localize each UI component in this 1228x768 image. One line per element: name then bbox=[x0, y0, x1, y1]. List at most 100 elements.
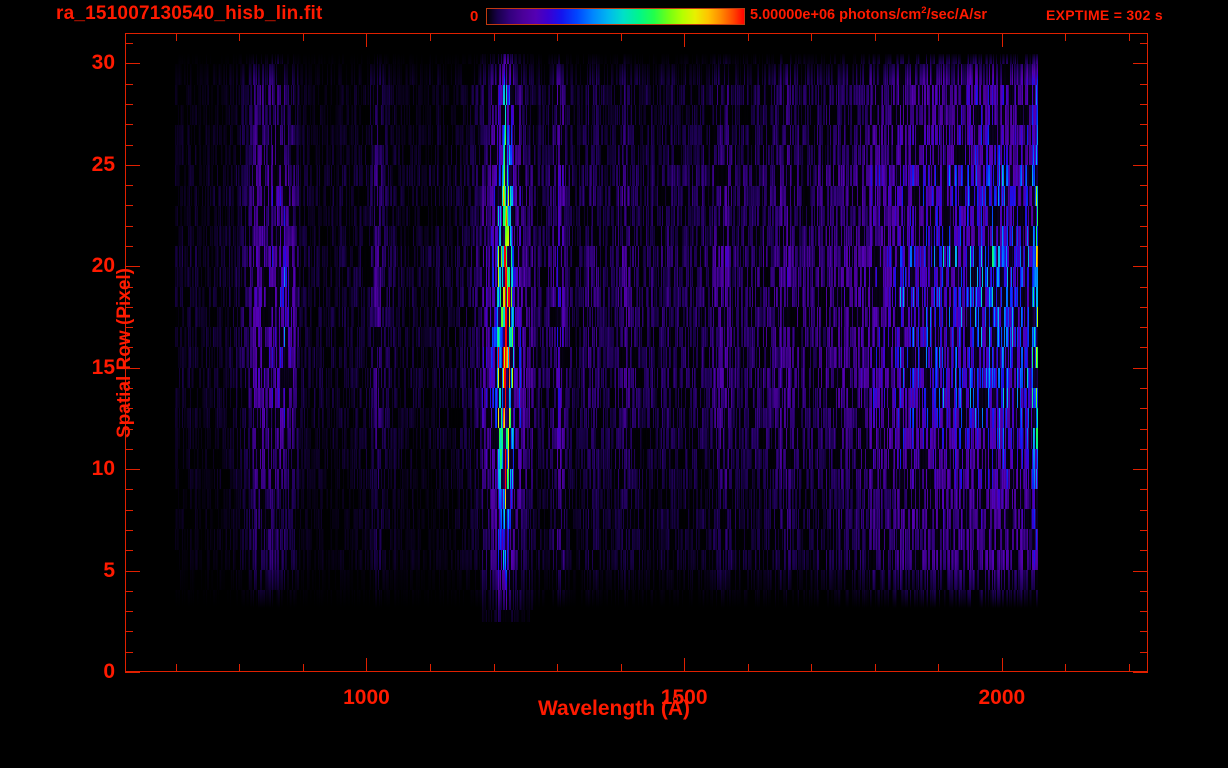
x-minor-tick bbox=[1065, 664, 1066, 672]
y-minor-tick bbox=[125, 429, 133, 430]
y-minor-tick-right bbox=[1140, 104, 1148, 105]
y-tick-label: 5 bbox=[103, 558, 115, 582]
y-major-tick bbox=[125, 63, 140, 64]
colorbar-units-pre: photons/cm bbox=[835, 7, 922, 23]
page-title: ra_151007130540_hisb_lin.fit bbox=[56, 3, 323, 24]
y-minor-tick bbox=[125, 145, 133, 146]
y-minor-tick bbox=[125, 347, 133, 348]
y-major-tick-right bbox=[1133, 266, 1148, 267]
colorbar-max-label: 5.00000e+06 photons/cm2/sec/A/sr bbox=[750, 5, 988, 23]
y-major-tick bbox=[125, 266, 140, 267]
x-minor-tick-top bbox=[430, 33, 431, 41]
y-minor-tick-right bbox=[1140, 347, 1148, 348]
y-minor-tick bbox=[125, 84, 133, 85]
y-major-tick bbox=[125, 368, 140, 369]
y-minor-tick bbox=[125, 205, 133, 206]
y-major-tick-right bbox=[1133, 165, 1148, 166]
y-minor-tick-right bbox=[1140, 307, 1148, 308]
y-tick-label: 15 bbox=[91, 355, 115, 379]
y-minor-tick-right bbox=[1140, 631, 1148, 632]
y-minor-tick bbox=[125, 185, 133, 186]
y-minor-tick bbox=[125, 287, 133, 288]
y-major-tick bbox=[125, 165, 140, 166]
x-minor-tick bbox=[494, 664, 495, 672]
y-major-tick-right bbox=[1133, 672, 1148, 673]
y-minor-tick-right bbox=[1140, 429, 1148, 430]
y-minor-tick-right bbox=[1140, 510, 1148, 511]
y-minor-tick bbox=[125, 489, 133, 490]
y-major-tick-right bbox=[1133, 571, 1148, 572]
y-tick-label: 20 bbox=[91, 254, 115, 278]
x-major-tick-top bbox=[1002, 33, 1003, 47]
y-minor-tick bbox=[125, 611, 133, 612]
y-tick-label: 25 bbox=[91, 152, 115, 176]
y-minor-tick bbox=[125, 307, 133, 308]
y-minor-tick-right bbox=[1140, 611, 1148, 612]
x-minor-tick-top bbox=[811, 33, 812, 41]
x-major-tick bbox=[366, 658, 367, 672]
y-minor-tick-right bbox=[1140, 449, 1148, 450]
spectrogram-canvas bbox=[126, 34, 1147, 671]
y-minor-tick-right bbox=[1140, 246, 1148, 247]
y-minor-tick-right bbox=[1140, 388, 1148, 389]
x-minor-tick-top bbox=[494, 33, 495, 41]
y-minor-tick-right bbox=[1140, 530, 1148, 531]
y-minor-tick-right bbox=[1140, 145, 1148, 146]
y-minor-tick bbox=[125, 510, 133, 511]
x-minor-tick-top bbox=[1065, 33, 1066, 41]
y-minor-tick-right bbox=[1140, 287, 1148, 288]
x-minor-tick-top bbox=[557, 33, 558, 41]
x-minor-tick-top bbox=[875, 33, 876, 41]
x-major-tick bbox=[684, 658, 685, 672]
spectrogram-image bbox=[126, 34, 1147, 671]
y-minor-tick bbox=[125, 104, 133, 105]
y-minor-tick-right bbox=[1140, 489, 1148, 490]
y-major-tick bbox=[125, 672, 140, 673]
y-minor-tick-right bbox=[1140, 205, 1148, 206]
x-minor-tick bbox=[875, 664, 876, 672]
colorbar bbox=[486, 8, 745, 25]
y-minor-tick bbox=[125, 124, 133, 125]
y-minor-tick-right bbox=[1140, 124, 1148, 125]
x-tick-label: 1500 bbox=[660, 686, 708, 709]
y-minor-tick-right bbox=[1140, 43, 1148, 44]
y-minor-tick-right bbox=[1140, 226, 1148, 227]
y-minor-tick bbox=[125, 43, 133, 44]
y-major-tick bbox=[125, 469, 140, 470]
y-minor-tick bbox=[125, 449, 133, 450]
x-minor-tick-top bbox=[176, 33, 177, 41]
y-major-tick-right bbox=[1133, 368, 1148, 369]
x-axis-title: Wavelength (Å) bbox=[537, 697, 691, 720]
y-minor-tick-right bbox=[1140, 185, 1148, 186]
y-minor-tick-right bbox=[1140, 84, 1148, 85]
x-minor-tick bbox=[1129, 664, 1130, 672]
y-tick-label: 0 bbox=[103, 660, 115, 683]
x-tick-label: 2000 bbox=[978, 686, 1026, 709]
y-tick-label: 30 bbox=[91, 51, 115, 75]
y-minor-tick-right bbox=[1140, 652, 1148, 653]
y-tick-label: 10 bbox=[91, 457, 115, 481]
y-minor-tick-right bbox=[1140, 591, 1148, 592]
y-minor-tick bbox=[125, 388, 133, 389]
y-minor-tick-right bbox=[1140, 327, 1148, 328]
x-major-tick-top bbox=[366, 33, 367, 47]
x-minor-tick bbox=[303, 664, 304, 672]
y-minor-tick bbox=[125, 246, 133, 247]
x-minor-tick bbox=[748, 664, 749, 672]
x-minor-tick-top bbox=[748, 33, 749, 41]
y-minor-tick bbox=[125, 327, 133, 328]
x-minor-tick-top bbox=[938, 33, 939, 41]
colorbar-units-exponent: 2 bbox=[921, 5, 927, 17]
x-minor-tick-top bbox=[1129, 33, 1130, 41]
x-minor-tick bbox=[938, 664, 939, 672]
colorbar-max-value: 5.00000e+06 bbox=[750, 7, 836, 23]
colorbar-units-post: /sec/A/sr bbox=[926, 7, 988, 23]
y-axis-title: Spatial Row (Pixel) bbox=[113, 267, 135, 438]
x-tick-label: 1000 bbox=[343, 686, 390, 709]
y-major-tick-right bbox=[1133, 469, 1148, 470]
x-minor-tick bbox=[557, 664, 558, 672]
x-minor-tick bbox=[430, 664, 431, 672]
y-major-tick-right bbox=[1133, 63, 1148, 64]
y-minor-tick bbox=[125, 591, 133, 592]
